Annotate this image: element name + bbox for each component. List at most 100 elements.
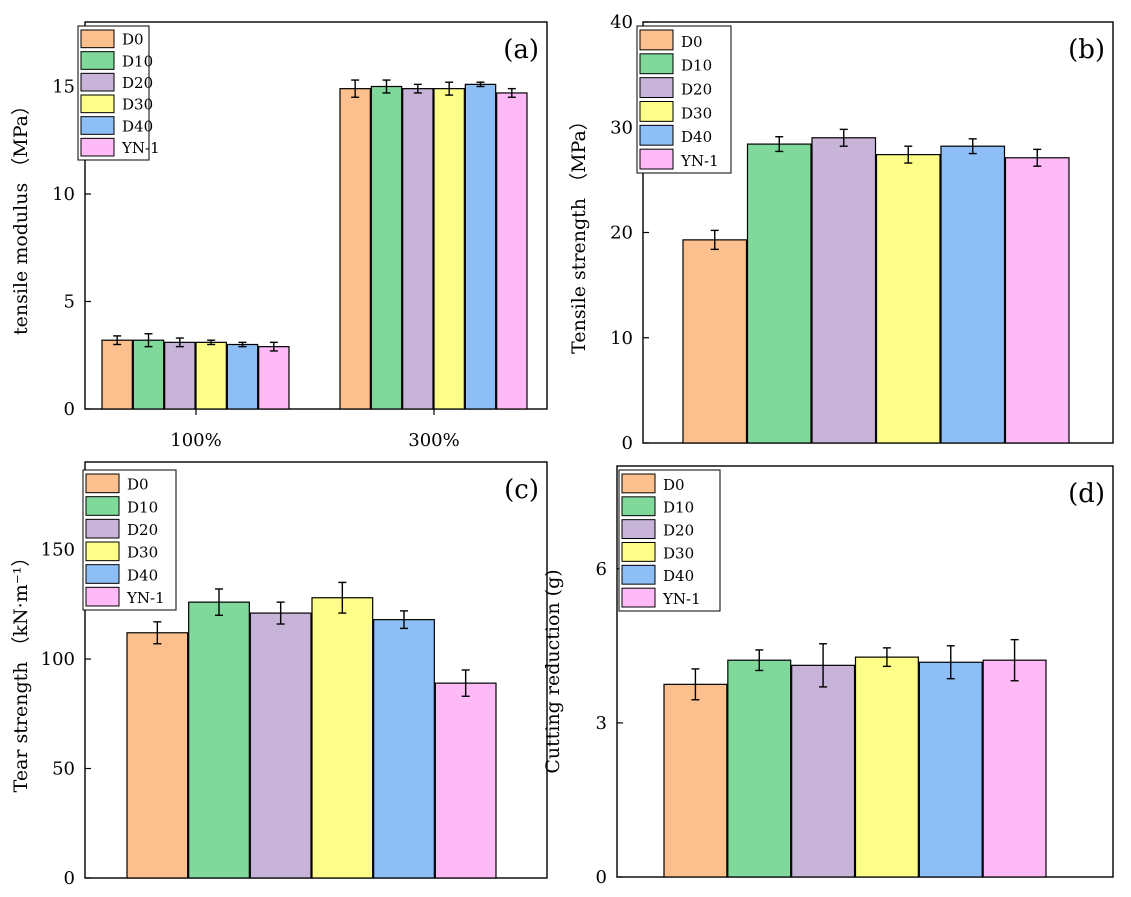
legend-label-d40: D40	[681, 128, 712, 146]
legend: D0 D10 D20 D30 D40 YN-1	[77, 25, 160, 161]
legend-label-d30: D30	[663, 544, 694, 562]
legend-label-d10: D10	[663, 499, 694, 517]
legend-label-d40: D40	[122, 117, 153, 135]
y-axis-title: Cutting reduction (g)	[542, 569, 564, 773]
bar-d0-300pct	[339, 88, 371, 410]
bar-d30	[311, 597, 374, 879]
legend-swatch-d30	[85, 541, 120, 562]
bar-d10	[727, 659, 792, 878]
legend-label-d0: D0	[122, 31, 144, 49]
legend-swatch-d10	[639, 53, 674, 75]
bar-d10-100pct	[132, 339, 165, 410]
bar-d30	[875, 154, 941, 444]
legend: D0 D10 D20 D30 D40 YN-1	[82, 469, 177, 611]
legend-label-d0: D0	[127, 476, 149, 494]
bar-yn-1	[434, 682, 497, 879]
legend-swatch-d10	[85, 496, 120, 516]
y-axis-title: tensile modulus （MPa）	[10, 96, 32, 335]
legend-swatch-d0	[621, 473, 656, 494]
y-tick-label: 30	[610, 117, 633, 138]
bar-yn-1	[1004, 157, 1070, 444]
bar-yn-1-300pct	[496, 92, 528, 410]
legend-swatch-d20	[85, 518, 120, 539]
legend-label-d20: D20	[681, 81, 712, 99]
bar-d10	[188, 601, 250, 879]
legend-swatch-d0	[639, 29, 674, 51]
legend-label-d30: D30	[681, 104, 712, 122]
legend-swatch-d10	[621, 496, 656, 517]
bar-d20-100pct	[164, 341, 196, 410]
x-category-label: 300%	[408, 430, 459, 451]
bar-d20-300pct	[402, 88, 434, 410]
legend-label-yn-1: YN-1	[121, 139, 160, 157]
panel-tag: (c)	[504, 475, 539, 505]
bar-d40	[373, 619, 435, 879]
bar-d0-100pct	[101, 339, 133, 410]
y-tick-label: 3	[596, 713, 607, 734]
bar-d40-100pct	[226, 343, 259, 410]
legend-label-d10: D10	[122, 52, 153, 70]
legend-swatch-d0	[80, 29, 115, 49]
bar-d20	[791, 664, 856, 878]
legend-swatch-d20	[639, 77, 674, 98]
bar-d40-300pct	[464, 83, 497, 410]
bar-d20	[811, 137, 877, 444]
y-tick-label: 100	[41, 649, 75, 670]
legend-swatch-d0	[85, 473, 120, 494]
legend-swatch-d40	[621, 564, 656, 585]
y-tick-label: 150	[41, 540, 75, 561]
bar-d30-300pct	[433, 88, 465, 410]
chart-panel-b: 0 10 20 30 40 Tensile strength （MPa） (b) D0 D10 D…	[568, 12, 1114, 454]
legend-frame	[636, 25, 732, 174]
legend-swatch-yn-1	[80, 137, 115, 157]
bar-yn-1	[982, 659, 1047, 878]
legend: D0 D10 D20 D30 D40 YN-1	[618, 469, 721, 612]
legend-swatch-d40	[639, 124, 674, 146]
legend-frame	[82, 469, 177, 611]
y-tick-label: 0	[64, 399, 75, 420]
legend-swatch-d20	[621, 519, 656, 540]
legend-swatch-d40	[85, 564, 120, 584]
legend-swatch-d40	[80, 116, 115, 135]
legend-swatch-d20	[80, 72, 115, 92]
panel-tag: (b)	[1068, 35, 1105, 65]
bar-d40	[918, 661, 983, 878]
legend-swatch-d30	[80, 94, 115, 114]
legend-swatch-yn-1	[85, 586, 120, 607]
legend-label-yn-1: YN-1	[662, 590, 701, 608]
y-tick-label: 0	[596, 867, 607, 888]
y-tick-label: 0	[64, 868, 75, 889]
legend-label-d20: D20	[127, 521, 158, 539]
legend-label-d20: D20	[122, 74, 153, 92]
y-axis-title: Tear strength （kN·m⁻¹）	[10, 548, 32, 793]
legend-label-d10: D10	[127, 498, 158, 516]
legend-frame	[618, 469, 721, 612]
legend-label-yn-1: YN-1	[126, 589, 165, 607]
legend-label-d40: D40	[127, 566, 158, 584]
y-tick-label: 0	[622, 433, 633, 454]
panel-tag: (a)	[503, 35, 539, 65]
y-tick-label: 6	[596, 559, 607, 580]
bar-d30-100pct	[195, 341, 227, 410]
y-tick-label: 5	[64, 292, 75, 313]
plot-frame	[84, 21, 548, 410]
legend-frame	[77, 25, 150, 161]
legend-swatch-yn-1	[621, 587, 656, 608]
x-category-label: 100%	[170, 430, 221, 451]
y-tick-label: 15	[52, 77, 75, 98]
bar-d0	[126, 632, 189, 879]
y-axis-title: Tensile strength （MPa）	[568, 111, 590, 354]
bar-yn-1-100pct	[258, 346, 290, 410]
legend-label-d0: D0	[681, 33, 703, 51]
legend-label-d10: D10	[681, 57, 712, 75]
y-tick-label: 40	[610, 12, 633, 33]
legend: D0 D10 D20 D30 D40 YN-1	[636, 25, 732, 174]
y-tick-label: 20	[610, 223, 633, 244]
legend-label-d30: D30	[127, 544, 158, 562]
bar-d10-300pct	[370, 85, 403, 410]
bar-d10	[746, 143, 812, 444]
bar-d40	[940, 145, 1006, 444]
legend-label-d20: D20	[663, 522, 694, 540]
y-tick-label: 10	[610, 328, 633, 349]
